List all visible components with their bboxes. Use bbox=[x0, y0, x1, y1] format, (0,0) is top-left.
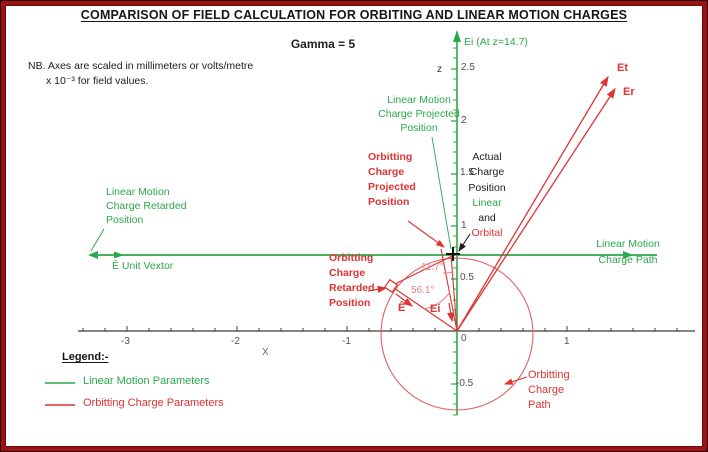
label-et-vector: Et bbox=[617, 62, 628, 74]
x-tick-1: 1 bbox=[564, 336, 570, 347]
orbit-projected-leader-arrow bbox=[407, 220, 445, 248]
z-tick-2: 2 bbox=[461, 115, 467, 126]
note-line2: x 10⁻³ for field values. bbox=[46, 75, 149, 87]
orbiting-charge-path-circle bbox=[380, 257, 534, 411]
actual-position-leader-arrow bbox=[458, 233, 471, 252]
label-e-unit-vector: Ê Unit Vextor bbox=[112, 260, 174, 272]
label-linear-motion-charge-path: Linear Motion Charge Path bbox=[596, 238, 660, 266]
right-angle-marker bbox=[383, 278, 399, 294]
z-axis-letter: z bbox=[437, 64, 442, 75]
z-axis-major-ticks bbox=[451, 68, 457, 385]
z-tick-1-5: 1.5 bbox=[460, 167, 474, 178]
projected-position-line bbox=[450, 254, 458, 332]
x-tick-neg2: -2 bbox=[231, 336, 240, 347]
er-vector-line bbox=[456, 87, 616, 332]
label-actual-charge-position: Actual Charge Position Linear and Orbita… bbox=[468, 151, 506, 240]
orbit-path-leader-arrow bbox=[503, 376, 528, 385]
label-orbiting-charge-path: Orbitting Charge Path bbox=[528, 369, 570, 411]
label-linear-motion-charge-retarded-position: Linear Motion Charge Retarded Position bbox=[106, 186, 187, 226]
orbit-retarded-hypotenuse-line bbox=[390, 255, 453, 287]
label-linear-motion-charge-projected-position: Linear Motion Charge Projected Position bbox=[378, 94, 460, 134]
ei-vector-arrow bbox=[447, 302, 455, 323]
et-vector-line bbox=[456, 75, 609, 332]
label-e-hat-vector: Ê bbox=[398, 302, 406, 314]
x-axis-minor-ticks bbox=[82, 328, 678, 331]
label-ei-vector: Ei bbox=[430, 303, 441, 315]
note-line1: NB. Axes are scaled in millimeters or vo… bbox=[28, 60, 254, 72]
z-axis-arrowhead bbox=[453, 30, 461, 42]
z-tick-neg0-5: -0.5 bbox=[456, 378, 474, 389]
angle-large-arc bbox=[423, 291, 451, 310]
label-orbiting-charge-retarded-position: Orbitting Charge Retarded Position bbox=[329, 252, 375, 309]
origin-tick: 0 bbox=[461, 333, 467, 344]
gamma-value: Gamma = 5 bbox=[290, 37, 356, 51]
z-tick-1: 1 bbox=[461, 220, 467, 231]
x-tick-neg3: -3 bbox=[121, 336, 130, 347]
label-orbiting-charge-projected-position: Orbitting Charge Projected Position bbox=[368, 151, 416, 208]
e-unit-vector-arrowhead bbox=[114, 251, 124, 259]
label-er-vector: Er bbox=[623, 86, 635, 98]
ei-axis-label: Ei (At z=14.7) bbox=[464, 36, 528, 48]
orbit-retarded-leader-arrow bbox=[367, 285, 388, 293]
legend-item-linear-motion: Linear Motion Parameters bbox=[83, 375, 210, 387]
angle-small-arc bbox=[442, 271, 455, 274]
angle-reference-line bbox=[440, 248, 458, 332]
actual-position-cross-marker bbox=[446, 247, 460, 261]
legend-title: Legend:- bbox=[62, 351, 109, 363]
label-angle-11-7: 11.7° bbox=[421, 262, 444, 273]
e-hat-vector-arrow bbox=[395, 293, 413, 307]
x-tick-neg1: -1 bbox=[342, 336, 351, 347]
x-axis-major-ticks bbox=[126, 326, 568, 331]
linear-path-left-arrowhead bbox=[88, 251, 98, 259]
linear-projected-leader-line bbox=[431, 136, 452, 250]
z-tick-2-5: 2.5 bbox=[461, 62, 475, 73]
z-tick-0-5: 0.5 bbox=[460, 272, 474, 283]
page-title: COMPARISON OF FIELD CALCULATION FOR ORBI… bbox=[80, 8, 628, 22]
label-angle-56-1: 56.1° bbox=[411, 285, 435, 296]
linear-retarded-leader-line bbox=[90, 228, 105, 252]
x-axis-letter: X bbox=[262, 347, 269, 358]
linear-path-right-arrowhead bbox=[623, 251, 633, 259]
legend-item-orbiting-charge: Orbitting Charge Parameters bbox=[83, 397, 224, 409]
